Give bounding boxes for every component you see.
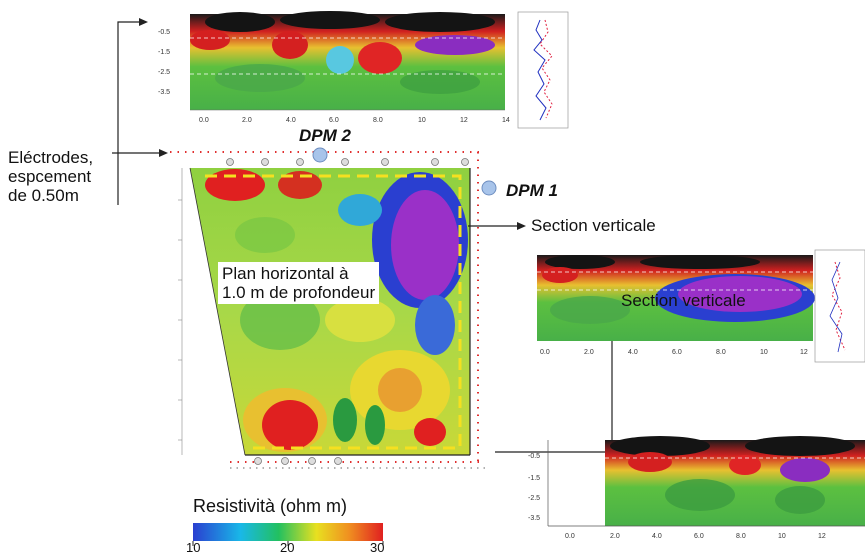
dpm1-label: DPM 1 [506,181,558,200]
tick-label: -0.5 [158,29,170,36]
bottom-section-x-ticks: 0.0 2.0 4.0 6.0 8.0 10 12 [565,533,826,540]
tick-label: 4.0 [628,349,638,356]
tick-label: -0.5 [528,453,540,460]
electrodes-label-line: de 0.50m [8,186,79,205]
colorbar-tick-label: 20 [280,540,295,555]
tick-label: -2.5 [528,495,540,502]
top-section-x-ticks: 0.0 2.0 4.0 6.0 8.0 10 12 14 [199,117,510,124]
tick-label: 8.0 [716,349,726,356]
tick-label: 6.0 [694,533,704,540]
tick-label: 10 [418,117,426,124]
plan-horizontal-label-line: 1.0 m de profondeur [222,283,376,302]
tick-label: 4.0 [652,533,662,540]
tick-label: 0.0 [565,533,575,540]
tick-label: 12 [460,117,468,124]
tick-label: -3.5 [528,515,540,522]
tick-label: -2.5 [158,69,170,76]
tick-label: 2.0 [584,349,594,356]
electrodes-label-line: espcement [8,167,92,186]
tick-label: 6.0 [672,349,682,356]
tick-label: 8.0 [736,533,746,540]
dpm2-label: DPM 2 [299,126,351,145]
section-vertical-label-2: Section verticale [621,291,746,310]
colorbar [192,523,384,546]
bottom-section-y-ticks: -0.5 -1.5 -2.5 -3.5 [528,453,540,522]
tick-label: -3.5 [158,89,170,96]
tick-label: 12 [818,533,826,540]
tick-label: 0.0 [199,117,209,124]
plan-horizontal-label-line: Plan horizontal à [222,264,349,283]
tick-label: 10 [760,349,768,356]
electrode-markers [226,158,469,465]
tick-label: 2.0 [242,117,252,124]
top-section-y-ticks: -0.5 -1.5 -2.5 -3.5 [158,29,170,96]
tick-label: 12 [800,349,808,356]
horizontal-plan-map [189,167,471,456]
middle-vertical-section [537,255,815,341]
tick-label: -1.5 [528,475,540,482]
tick-label: 0.0 [540,349,550,356]
dpm1-marker [481,180,497,196]
middle-section-x-ticks: 0.0 2.0 4.0 6.0 8.0 10 12 [540,349,808,356]
section-arrow-1 [468,222,526,230]
colorbar-tick-label: 10 [186,540,201,555]
middle-profile-plot [814,249,865,363]
tick-label: 8.0 [373,117,383,124]
tick-label: 10 [778,533,786,540]
tick-label: 6.0 [329,117,339,124]
tick-label: -1.5 [158,49,170,56]
top-vertical-section [190,11,505,111]
electrode-connector [112,18,168,205]
tick-label: 14 [502,117,510,124]
electrode-dot-rows [170,151,485,469]
tick-label: 4.0 [286,117,296,124]
colorbar-title: Resistività (ohm m) [193,496,348,516]
plan-horizontal-label: Plan horizontal à 1.0 m de profondeur [218,262,380,304]
dpm2-marker [312,147,328,163]
plan-map-axis [178,168,183,455]
electrodes-label: Eléctrodes, espcement de 0.50m [8,148,93,205]
electrodes-label-line: Eléctrodes, [8,148,94,167]
section-vertical-label-1: Section verticale [531,216,656,235]
colorbar-tick-label: 30 [370,540,385,555]
bottom-vertical-section [547,436,865,527]
tick-label: 2.0 [610,533,620,540]
top-profile-plot [517,11,569,129]
